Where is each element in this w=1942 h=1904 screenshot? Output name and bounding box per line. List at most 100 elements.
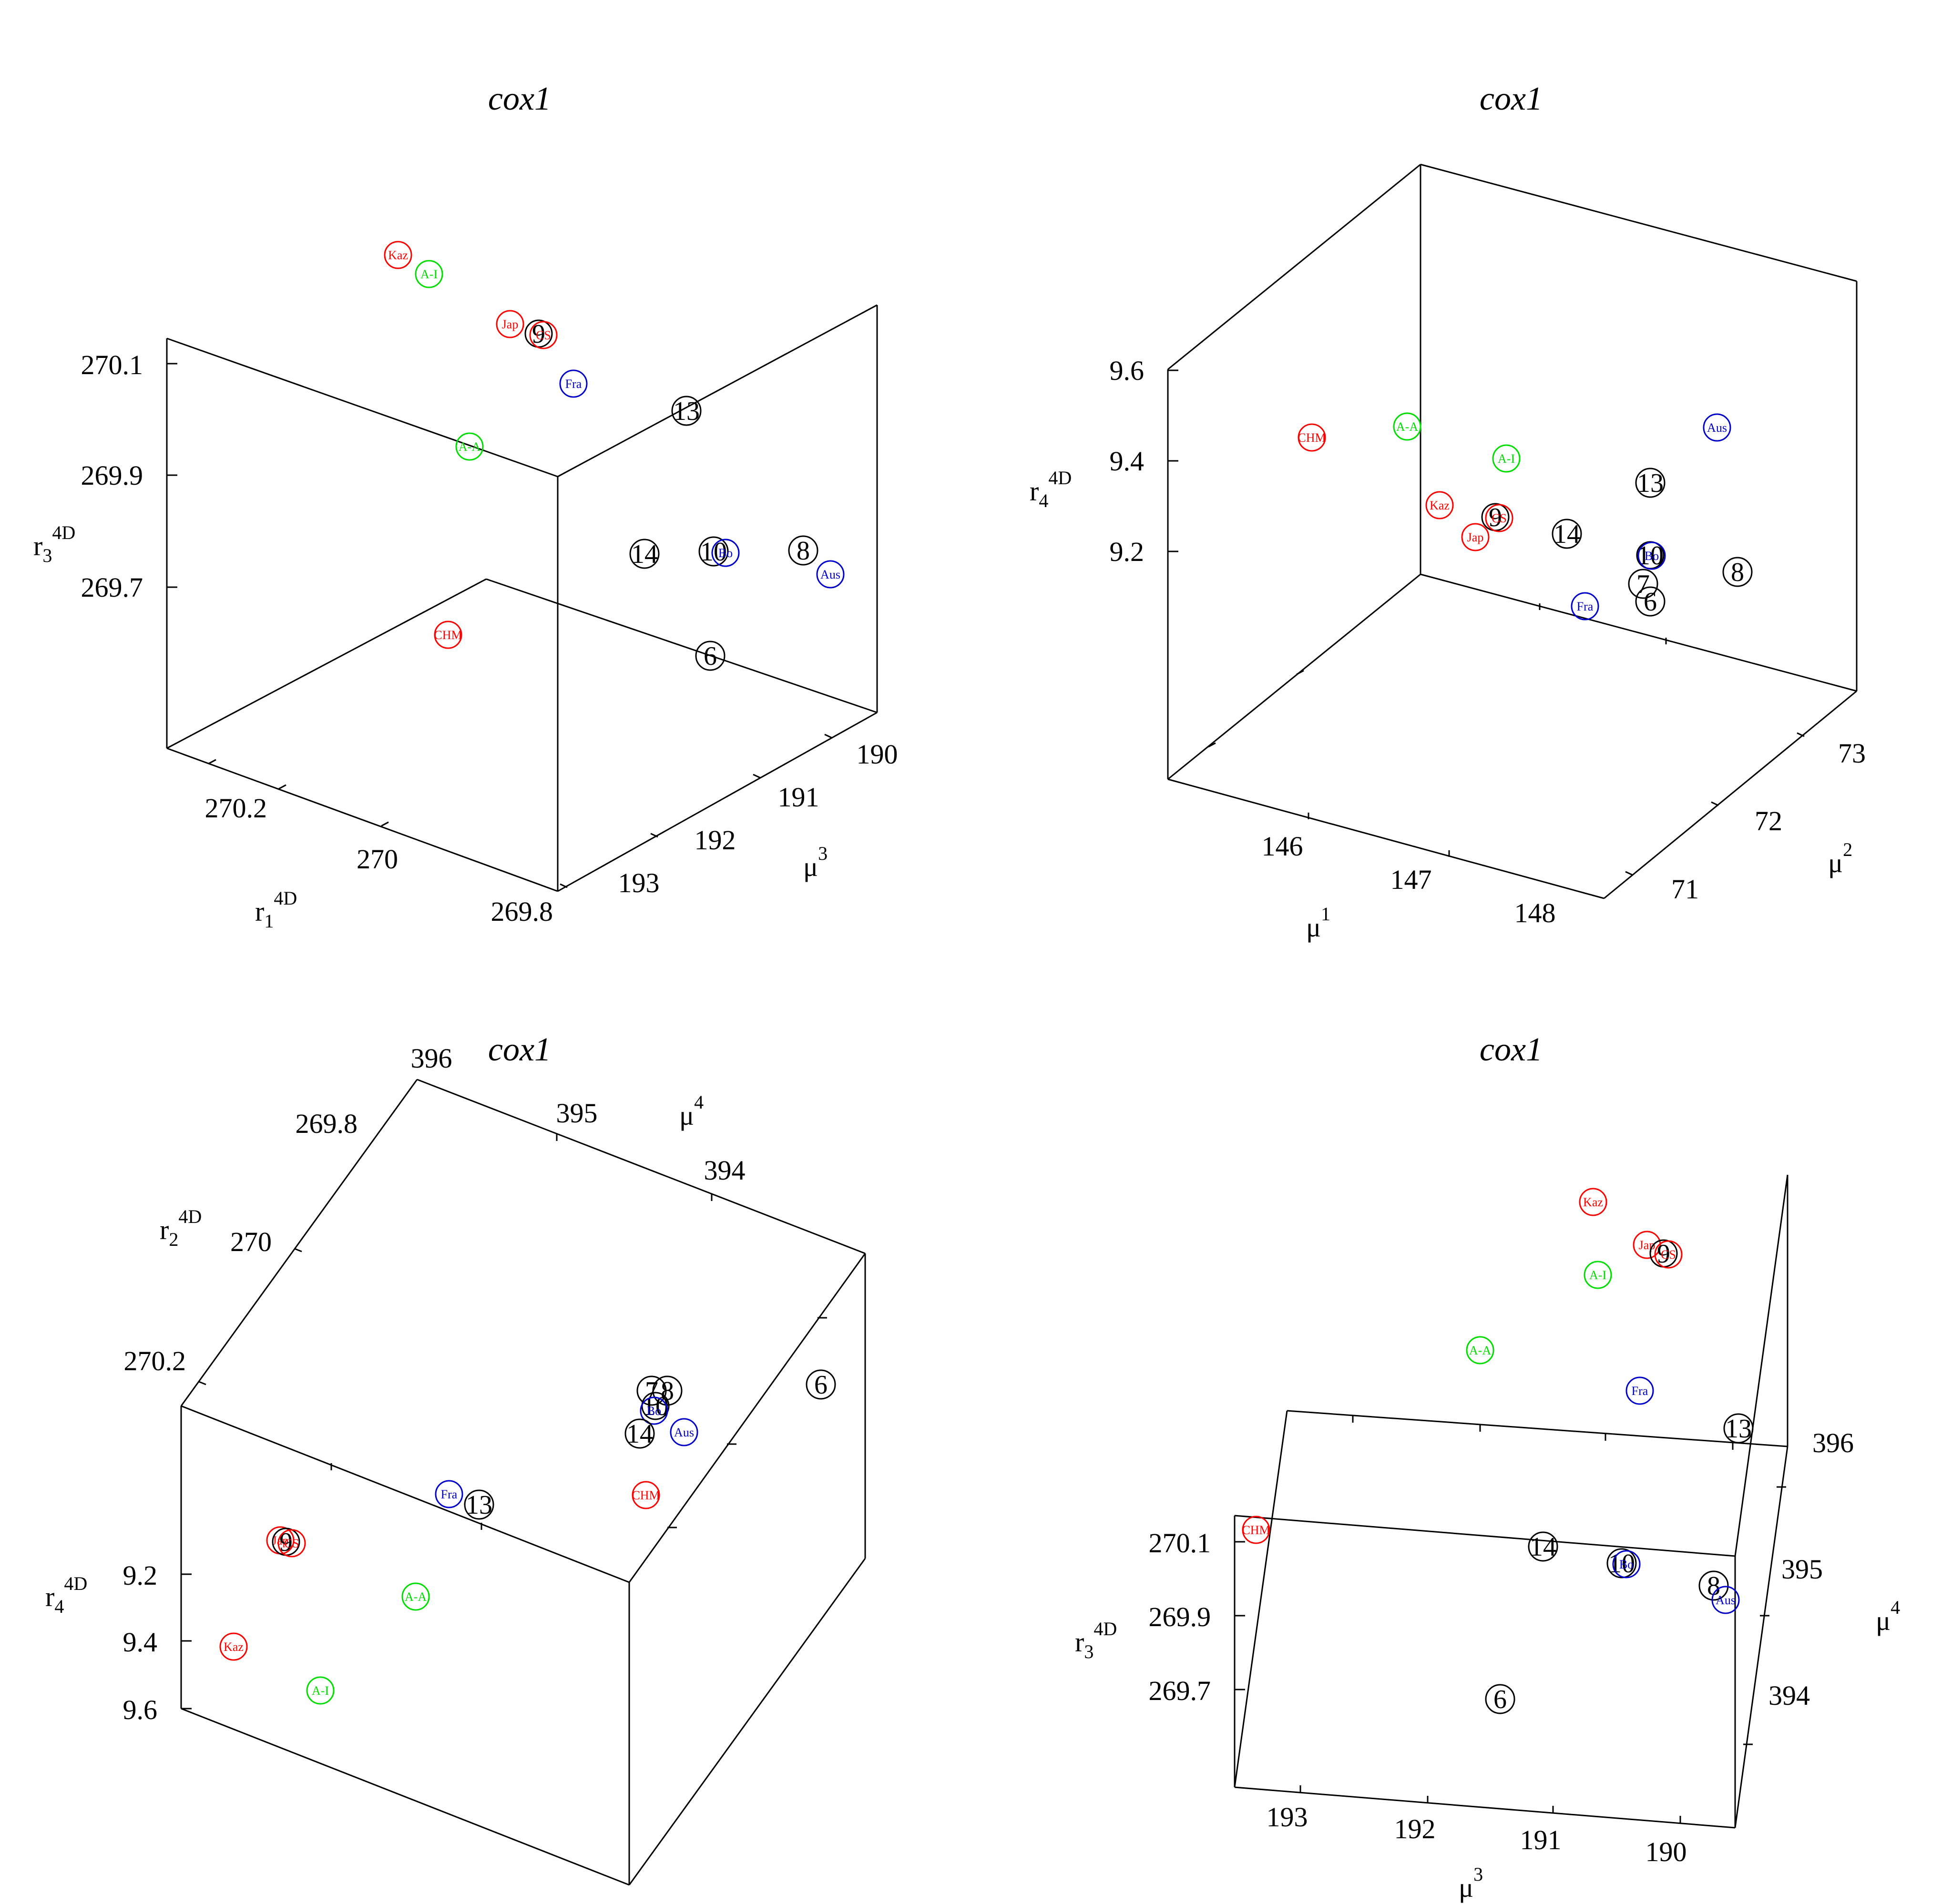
svg-text:Aus: Aus	[674, 1425, 694, 1439]
svg-text:Aus: Aus	[1707, 421, 1727, 435]
tick-label: 191	[1520, 1824, 1562, 1855]
x-axis-label: μ4	[679, 1091, 704, 1131]
svg-text:14: 14	[1530, 1532, 1556, 1562]
svg-text:A-I: A-I	[420, 267, 438, 281]
point-6: 6	[1485, 1684, 1515, 1714]
svg-text:Bo: Bo	[1619, 1558, 1634, 1571]
point-Kaz: Kaz	[384, 241, 412, 269]
point-Bo: Bo	[711, 539, 740, 567]
svg-text:Kaz: Kaz	[1430, 499, 1450, 512]
tick-label: 396	[411, 1043, 452, 1074]
y-axis-label: r24D	[160, 1206, 202, 1250]
panel-2-frame	[1167, 163, 1858, 899]
tick-label: 72	[1755, 805, 1782, 836]
point-6: 6	[695, 641, 726, 671]
point-10: 10	[641, 1392, 670, 1421]
svg-text:CS: CS	[536, 328, 551, 342]
svg-text:Fra: Fra	[565, 377, 582, 391]
panel-1-title: cox1	[488, 81, 551, 117]
panel-3-tick-labels: 9.2 9.4 9.6 396 395 394 269.8 270 270.2	[123, 1043, 746, 1725]
tick-label: 190	[1646, 1836, 1687, 1867]
panel-1-points: Kaz A-I Jap 9 CS Fra 13 A-A 14 10 Bo 8 A…	[384, 241, 845, 671]
svg-text:CHM: CHM	[434, 628, 462, 642]
svg-text:CS: CS	[284, 1537, 299, 1550]
svg-text:Jap: Jap	[1467, 530, 1484, 544]
tick-label: 269.9	[81, 460, 143, 491]
tick-label: 270.1	[1149, 1527, 1211, 1558]
tick-label: 9.2	[123, 1560, 158, 1591]
svg-text:Fra: Fra	[1632, 1384, 1648, 1398]
z-axis-label: r44D	[45, 1573, 87, 1617]
z-axis-label: r34D	[33, 522, 75, 566]
point-CS: CS	[529, 321, 558, 349]
tick-label: 270.2	[205, 793, 267, 824]
point-Kaz: Kaz	[1579, 1188, 1607, 1216]
tick-label: 270.2	[124, 1345, 186, 1376]
svg-text:CS: CS	[1661, 1248, 1676, 1262]
point-CHM: CHM	[1242, 1516, 1270, 1544]
tick-label: 147	[1390, 864, 1432, 895]
svg-text:CHM: CHM	[1242, 1523, 1270, 1537]
point-Kaz: Kaz	[219, 1632, 248, 1661]
svg-text:Kaz: Kaz	[224, 1640, 244, 1654]
svg-text:6: 6	[814, 1370, 828, 1400]
point-13: 13	[671, 396, 702, 426]
svg-text:14: 14	[626, 1419, 653, 1449]
tick-label: 193	[618, 867, 660, 898]
panel-3-ticks	[181, 1134, 827, 1710]
svg-text:8: 8	[1707, 1571, 1720, 1601]
panel-4-ticks	[1235, 1415, 1786, 1823]
svg-text:A-I: A-I	[1589, 1268, 1606, 1282]
tick-label: 269.7	[1149, 1675, 1211, 1706]
svg-text:13: 13	[673, 397, 700, 426]
svg-text:Fra: Fra	[441, 1487, 458, 1501]
svg-text:A-A: A-A	[1469, 1344, 1491, 1357]
y-axis-label: μ3	[803, 843, 828, 882]
panel-2-tick-labels: 9.6 9.4 9.2 146 147 148 71 72 73	[1110, 355, 1866, 928]
point-6: 6	[806, 1369, 836, 1400]
panel-3-axis-labels: μ4 r24D r44D	[45, 1091, 704, 1617]
tick-label: 270.1	[81, 349, 143, 380]
panel-3-points: 7 8 10 Bo 14 Aus 6 CHM Fra 13 Jap 9 CS A…	[219, 1369, 836, 1705]
panel-4: cox1 270	[1075, 1031, 1900, 1903]
panel-1-axis-labels: r34D r14D μ3	[33, 522, 828, 932]
tick-label: 9.4	[1110, 446, 1145, 477]
svg-text:6: 6	[1493, 1685, 1507, 1714]
svg-text:CHM: CHM	[1298, 431, 1326, 445]
svg-text:10: 10	[1637, 541, 1664, 570]
point-CHM: CHM	[434, 621, 462, 649]
panel-2-title: cox1	[1480, 81, 1543, 117]
point-Bo: Bo	[1637, 541, 1666, 570]
point-8: 8	[1698, 1570, 1729, 1601]
tick-label: 9.6	[1110, 355, 1145, 386]
point-Fra: Fra	[435, 1480, 463, 1508]
svg-text:Fra: Fra	[1577, 600, 1594, 613]
svg-text:Kaz: Kaz	[388, 248, 408, 262]
point-A-I: A-I	[1584, 1261, 1612, 1289]
svg-text:14: 14	[1554, 519, 1580, 549]
point-A-I: A-I	[415, 260, 443, 288]
tick-label: 395	[1781, 1554, 1823, 1585]
panel-4-axis-labels: r34D μ3 μ4	[1075, 1597, 1900, 1903]
point-10: 10	[698, 536, 729, 567]
tick-label: 269.8	[491, 896, 553, 927]
point-A-A: A-A	[1393, 412, 1421, 441]
point-Aus: Aus	[816, 560, 845, 589]
svg-text:6: 6	[704, 641, 717, 671]
point-Kaz: Kaz	[1425, 491, 1454, 519]
point-Jap: Jap	[1461, 523, 1490, 551]
panel-2-ticks	[1168, 369, 1805, 876]
tick-label: 192	[695, 825, 736, 855]
tick-label: 270	[230, 1226, 272, 1257]
point-Fra: Fra	[1571, 592, 1599, 621]
svg-text:Bo: Bo	[718, 546, 733, 560]
svg-text:Bo: Bo	[1645, 549, 1659, 563]
point-6: 6	[1635, 586, 1666, 617]
panel-4-points: Kaz Jap 9 CS A-I A-A Fra 13 CHM 14 10 Bo…	[1242, 1188, 1754, 1714]
point-13: 13	[464, 1489, 494, 1520]
point-13: 13	[1723, 1413, 1754, 1444]
point-A-A: A-A	[1466, 1336, 1494, 1364]
tick-label: 148	[1514, 897, 1556, 928]
tick-label: 9.4	[123, 1627, 158, 1658]
point-A-I: A-I	[306, 1676, 335, 1705]
